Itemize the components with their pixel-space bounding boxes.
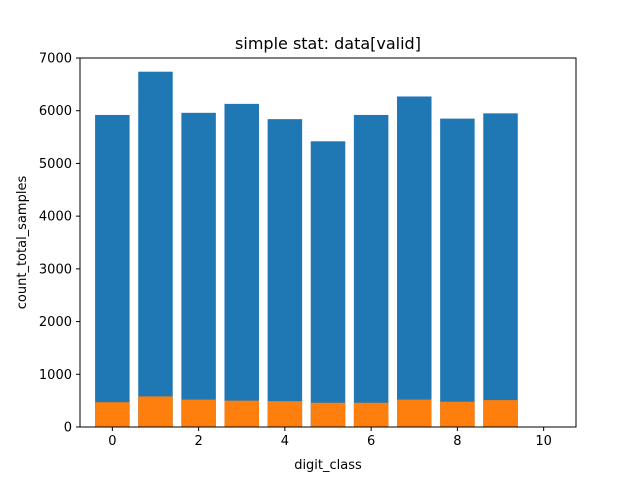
bar-series-1-class-8 [440, 118, 475, 427]
y-tick-label: 3000 [39, 262, 72, 277]
bar-series-1-class-9 [483, 113, 518, 427]
bar-series-1-class-4 [267, 119, 303, 428]
bar-series-2-class-0 [95, 402, 130, 427]
x-tick-label: 8 [453, 434, 461, 449]
y-tick-label: 2000 [39, 315, 72, 330]
x-tick-label: 10 [535, 434, 552, 449]
x-axis: 0 2 4 6 8 10 [108, 427, 552, 449]
bar-series-2-class-4 [267, 401, 303, 427]
bars-layer [95, 71, 518, 428]
chart-title: simple stat: data[valid] [235, 34, 421, 53]
bar-series-2-class-7 [397, 399, 432, 427]
bar-series-2-class-5 [310, 402, 346, 427]
y-tick-label: 6000 [39, 104, 72, 119]
bar-series-2-class-3 [224, 400, 259, 427]
bar-series-1-class-3 [224, 103, 259, 428]
bar-series-1-class-0 [95, 114, 130, 427]
x-axis-label: digit_class [294, 458, 362, 473]
x-tick-label: 6 [367, 434, 375, 449]
y-tick-label: 0 [64, 421, 72, 436]
y-tick-label: 7000 [39, 52, 72, 67]
plot-area-frame [79, 57, 577, 428]
bar-series-1-class-7 [397, 96, 432, 427]
bar-series-2-class-8 [440, 401, 475, 427]
bar-series-2-class-6 [353, 402, 389, 427]
bar-series-1-class-1 [138, 71, 173, 427]
x-tick-label: 4 [281, 434, 289, 449]
y-tick-label: 1000 [39, 368, 72, 383]
bar-series-1-class-6 [353, 114, 389, 427]
y-tick-label: 4000 [39, 210, 72, 225]
bar-series-2-class-1 [138, 396, 173, 427]
bar-series-2-class-2 [181, 399, 216, 427]
bar-series-1-class-5 [310, 141, 346, 427]
y-axis-label: count_total_samples [15, 176, 30, 310]
y-axis: 0 1000 2000 3000 4000 5000 6000 7000 [39, 52, 80, 436]
y-tick-label: 5000 [39, 157, 72, 172]
x-tick-label: 2 [194, 434, 202, 449]
bar-series-1-class-2 [181, 112, 216, 427]
x-tick-label: 0 [108, 434, 116, 449]
bar-series-2-class-9 [483, 400, 518, 427]
